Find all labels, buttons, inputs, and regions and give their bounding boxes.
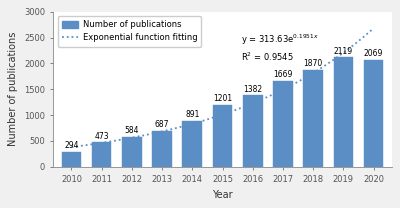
Text: 1201: 1201 [213, 94, 232, 103]
Text: y = 313.63e$^{0.1951x}$: y = 313.63e$^{0.1951x}$ [241, 32, 319, 47]
Bar [182, 121, 202, 167]
Text: 1870: 1870 [304, 59, 323, 68]
Text: R$^2$ = 0.9545: R$^2$ = 0.9545 [241, 51, 294, 63]
Legend: Number of publications, Exponential function fitting: Number of publications, Exponential func… [58, 16, 201, 47]
Text: 2119: 2119 [334, 47, 353, 56]
Bar [273, 80, 293, 167]
Bar [92, 142, 112, 167]
Y-axis label: Number of publications: Number of publications [8, 32, 18, 146]
Text: 294: 294 [64, 141, 79, 150]
Text: 473: 473 [94, 131, 109, 141]
Bar [122, 137, 142, 167]
Text: 584: 584 [125, 126, 139, 135]
Text: 1382: 1382 [243, 85, 262, 94]
Bar [334, 57, 353, 167]
Bar [243, 95, 262, 167]
Text: 2069: 2069 [364, 49, 383, 58]
Bar [213, 105, 232, 167]
Text: 687: 687 [155, 120, 169, 130]
Bar [152, 131, 172, 167]
Text: 1669: 1669 [273, 70, 293, 79]
Bar [62, 152, 81, 167]
X-axis label: Year: Year [212, 190, 233, 200]
Bar [364, 60, 383, 167]
Text: 891: 891 [185, 110, 200, 119]
Bar [303, 70, 323, 167]
